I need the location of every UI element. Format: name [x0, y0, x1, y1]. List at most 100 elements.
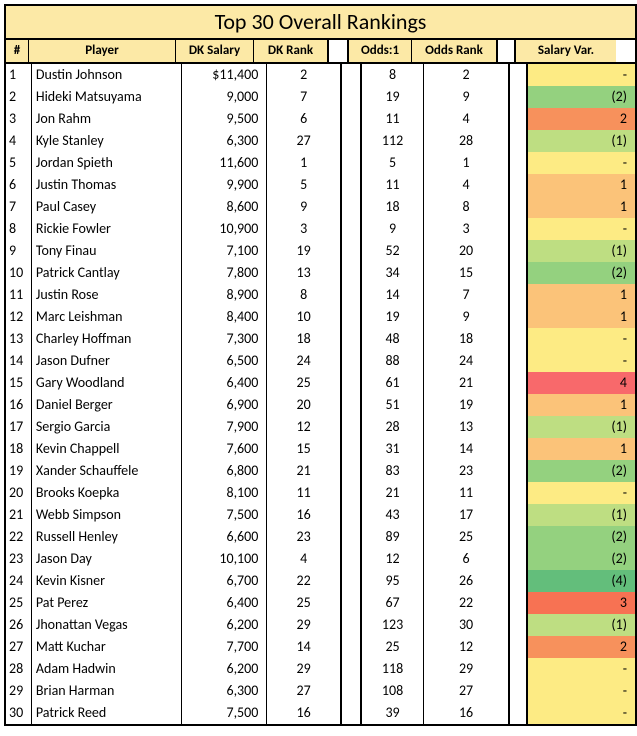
cell-num: 29	[6, 680, 31, 702]
gap	[508, 548, 526, 570]
cell-odds-rank: 12	[423, 636, 507, 658]
gap	[508, 218, 526, 240]
table-header: # Player DK Salary DK Rank Odds:1 Odds R…	[6, 40, 635, 64]
table-row: 12Marc Leishman8,400101991	[6, 306, 635, 328]
cell-dk-rank: 14	[266, 636, 340, 658]
cell-dk-salary: 10,900	[181, 218, 266, 240]
cell-odds: 95	[360, 570, 424, 592]
cell-odds: 11	[360, 174, 424, 196]
cell-dk-rank: 16	[266, 504, 340, 526]
cell-num: 19	[6, 460, 31, 482]
cell-player: Marc Leishman	[31, 306, 181, 328]
cell-dk-salary: 7,500	[181, 504, 266, 526]
cell-odds-rank: 24	[423, 350, 507, 372]
cell-dk-rank: 16	[266, 702, 340, 724]
cell-player: Kyle Stanley	[31, 130, 181, 152]
cell-odds-rank: 20	[423, 240, 507, 262]
cell-odds: 19	[360, 86, 424, 108]
cell-odds: 118	[360, 658, 424, 680]
table-row: 11Justin Rose8,90081471	[6, 284, 635, 306]
cell-odds-rank: 1	[423, 152, 507, 174]
table-row: 19Xander Schauffele6,800218323(2)	[6, 460, 635, 482]
cell-player: Matt Kuchar	[31, 636, 181, 658]
cell-odds: 25	[360, 636, 424, 658]
gap	[340, 108, 360, 130]
cell-salary-var: -	[526, 680, 635, 702]
cell-num: 5	[6, 152, 31, 174]
cell-salary-var: -	[526, 658, 635, 680]
cell-player: Rickie Fowler	[31, 218, 181, 240]
cell-dk-salary: 8,600	[181, 196, 266, 218]
table-row: 3Jon Rahm9,50061142	[6, 108, 635, 130]
cell-player: Jon Rahm	[31, 108, 181, 130]
cell-num: 22	[6, 526, 31, 548]
cell-odds: 51	[360, 394, 424, 416]
gap	[508, 526, 526, 548]
gap	[508, 372, 526, 394]
cell-num: 27	[6, 636, 31, 658]
gap	[340, 328, 360, 350]
cell-dk-salary: 9,000	[181, 86, 266, 108]
cell-odds: 11	[360, 108, 424, 130]
cell-salary-var: -	[526, 350, 635, 372]
cell-player: Paul Casey	[31, 196, 181, 218]
cell-odds-rank: 6	[423, 548, 507, 570]
table-row: 26Jhonattan Vegas6,2002912330(1)	[6, 614, 635, 636]
table-row: 9Tony Finau7,100195220(1)	[6, 240, 635, 262]
gap	[340, 218, 360, 240]
cell-num: 26	[6, 614, 31, 636]
table-row: 23Jason Day10,1004126(2)	[6, 548, 635, 570]
cell-num: 6	[6, 174, 31, 196]
table-row: 6Justin Thomas9,90051141	[6, 174, 635, 196]
gap	[508, 680, 526, 702]
table-row: 18Kevin Chappell7,6001531141	[6, 438, 635, 460]
cell-odds-rank: 13	[423, 416, 507, 438]
cell-dk-salary: 7,600	[181, 438, 266, 460]
cell-dk-rank: 18	[266, 328, 340, 350]
cell-odds-rank: 26	[423, 570, 507, 592]
cell-odds-rank: 4	[423, 174, 507, 196]
cell-num: 7	[6, 196, 31, 218]
gap	[340, 64, 360, 86]
gap	[508, 702, 526, 724]
cell-salary-var: (2)	[526, 548, 635, 570]
cell-dk-rank: 25	[266, 372, 340, 394]
cell-dk-salary: 7,100	[181, 240, 266, 262]
cell-dk-rank: 12	[266, 416, 340, 438]
cell-dk-salary: 6,600	[181, 526, 266, 548]
gap	[340, 680, 360, 702]
cell-salary-var: 1	[526, 306, 635, 328]
gap	[340, 86, 360, 108]
cell-dk-rank: 3	[266, 218, 340, 240]
table-row: 17Sergio Garcia7,900122813(1)	[6, 416, 635, 438]
cell-salary-var: -	[526, 218, 635, 240]
cell-dk-rank: 25	[266, 592, 340, 614]
table-body: 1Dustin Johnson$11,400282-2Hideki Matsuy…	[6, 64, 635, 724]
cell-odds: 123	[360, 614, 424, 636]
gap	[508, 416, 526, 438]
cell-num: 2	[6, 86, 31, 108]
gap	[340, 262, 360, 284]
cell-dk-rank: 8	[266, 284, 340, 306]
cell-player: Adam Hadwin	[31, 658, 181, 680]
cell-dk-rank: 10	[266, 306, 340, 328]
gap	[340, 504, 360, 526]
cell-player: Charley Hoffman	[31, 328, 181, 350]
cell-dk-salary: 6,400	[181, 592, 266, 614]
cell-odds: 19	[360, 306, 424, 328]
cell-player: Kevin Chappell	[31, 438, 181, 460]
cell-player: Dustin Johnson	[31, 64, 181, 86]
cell-odds: 83	[360, 460, 424, 482]
cell-num: 11	[6, 284, 31, 306]
gap	[340, 240, 360, 262]
cell-salary-var: -	[526, 702, 635, 724]
table-row: 27Matt Kuchar7,7001425122	[6, 636, 635, 658]
gap	[340, 482, 360, 504]
cell-num: 12	[6, 306, 31, 328]
col-salary-var: Salary Var.	[514, 40, 616, 62]
gap	[340, 174, 360, 196]
cell-odds-rank: 23	[423, 460, 507, 482]
cell-dk-salary: 6,200	[181, 614, 266, 636]
cell-odds: 61	[360, 372, 424, 394]
cell-dk-rank: 29	[266, 614, 340, 636]
